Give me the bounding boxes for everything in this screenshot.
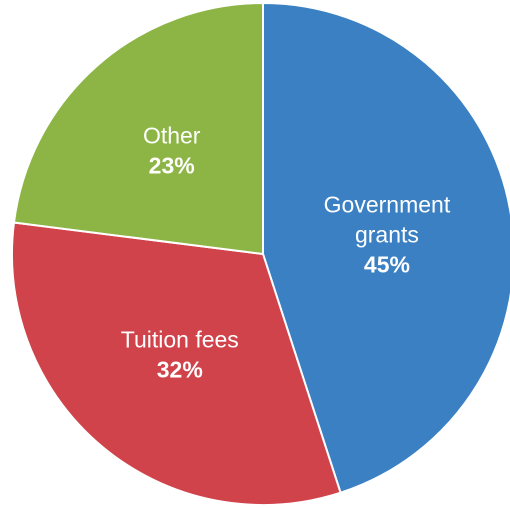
slice-pct-tuition-fees: 32% bbox=[157, 357, 203, 383]
slice-label-government-grants: Government grants 45% bbox=[324, 191, 451, 277]
slice-name-government-grants: Government bbox=[324, 191, 451, 217]
slice-pct-government-grants: 45% bbox=[364, 251, 410, 277]
slice-pct-other: 23% bbox=[149, 152, 195, 178]
pie-slices bbox=[11, 1, 510, 506]
slice-government-grants bbox=[262, 1, 510, 494]
pie-labels: Government grants 45% Tuition fees 32% Other 2… bbox=[121, 122, 451, 382]
slice-tuition-fees bbox=[11, 221, 342, 506]
slice-name-tuition-fees: Tuition fees bbox=[121, 327, 239, 353]
slice-name-government-grants: grants bbox=[355, 221, 419, 247]
slice-label-tuition-fees: Tuition fees 32% bbox=[121, 327, 239, 383]
slice-other bbox=[12, 1, 264, 256]
slice-label-other: Other 23% bbox=[143, 122, 201, 178]
slice-name-other: Other bbox=[143, 122, 201, 148]
